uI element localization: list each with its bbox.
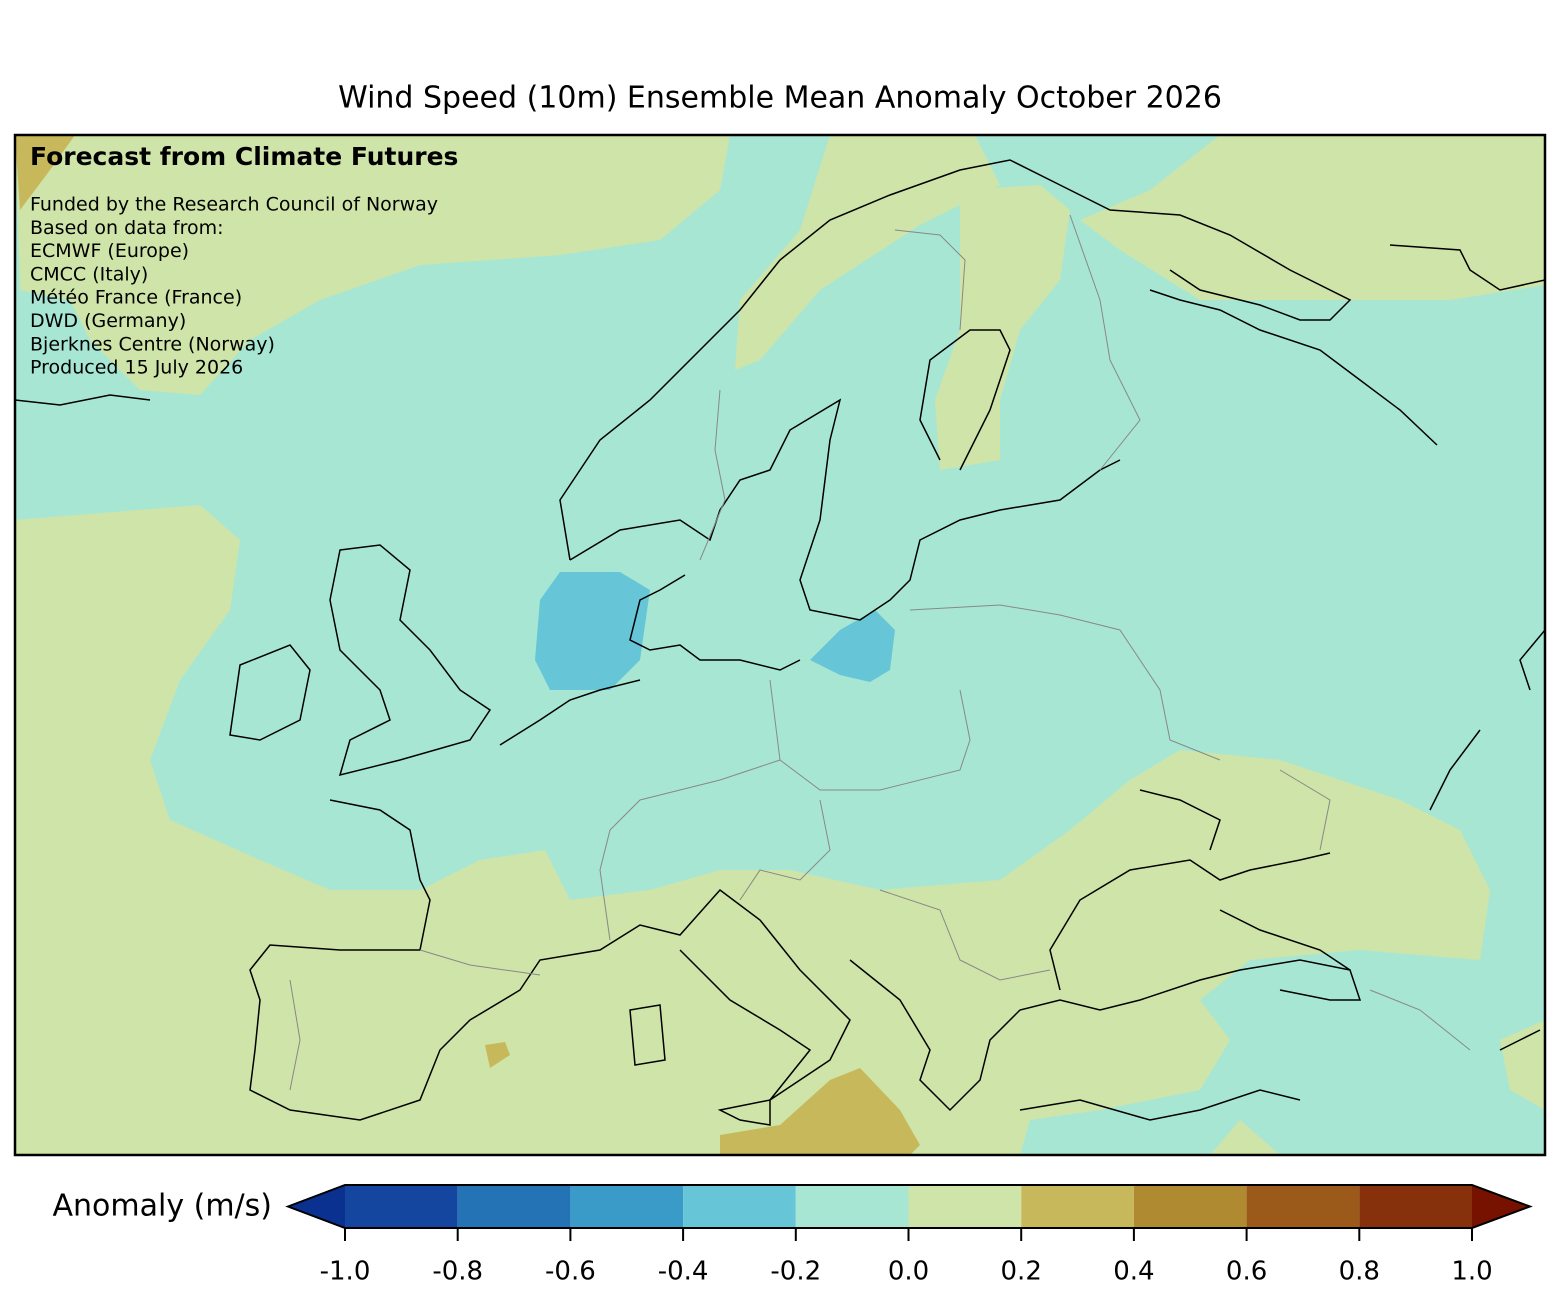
annotation-line: Based on data from: <box>30 217 224 239</box>
colorbar-segment <box>1246 1185 1360 1228</box>
colorbar-label: Anomaly (m/s) <box>53 1189 273 1224</box>
map-area <box>15 135 1545 1155</box>
colorbar-segment <box>345 1185 458 1228</box>
colorbar-tick-label: 0.0 <box>888 1257 929 1287</box>
map-frame <box>13 133 1547 1157</box>
colorbar-tick-label: -0.4 <box>658 1257 709 1287</box>
colorbar-segment <box>908 1185 1022 1228</box>
colorbar-tick-label: -0.2 <box>770 1257 821 1287</box>
colorbar-segment <box>1133 1185 1247 1228</box>
colorbar-tick-label: 0.2 <box>1001 1257 1042 1287</box>
colorbar-tick-label: 0.8 <box>1339 1257 1380 1287</box>
colorbar-tick-label: 1.0 <box>1451 1257 1492 1287</box>
colorbar-segment <box>457 1185 571 1228</box>
annotation-line: Produced 15 July 2026 <box>30 357 243 379</box>
colorbar-tick-label: -0.6 <box>545 1257 596 1287</box>
annotation-line: Bjerknes Centre (Norway) <box>30 333 275 355</box>
borders <box>289 214 1471 1091</box>
annotation-line: DWD (Germany) <box>30 310 186 332</box>
colorbar-segment <box>795 1185 909 1228</box>
colorbar-tick-label: -0.8 <box>432 1257 483 1287</box>
annotation-line: CMCC (Italy) <box>30 263 148 285</box>
map-title: Wind Speed (10m) Ensemble Mean Anomaly O… <box>338 81 1222 116</box>
annotation-line: ECMWF (Europe) <box>30 240 189 262</box>
colorbar-segment <box>683 1185 796 1228</box>
annotation-line: Funded by the Research Council of Norway <box>30 194 438 216</box>
colorbar-segment <box>1021 1185 1134 1228</box>
colorbar-tick-label: 0.6 <box>1226 1257 1267 1287</box>
colorbar-extend-high <box>1472 1185 1530 1228</box>
annotation-lines: Funded by the Research Council of Norway… <box>30 194 438 379</box>
colorbar-extend-low <box>288 1185 345 1228</box>
colorbar-segment <box>570 1185 684 1228</box>
colorbar: -1.0 -0.8 -0.6 -0.4 -0.2 0.0 0.2 0.4 0.6 0.8 1.0 <box>285 1184 1533 1287</box>
colorbar-tick-label: -1.0 <box>320 1257 371 1287</box>
annotation-heading: Forecast from Climate Futures <box>30 142 458 171</box>
colorbar-segment <box>1359 1185 1472 1228</box>
anomaly-0-0.2 <box>15 135 1545 1155</box>
annotation-line: Météo France (France) <box>30 287 242 309</box>
anomaly-0.2-0.4 <box>15 135 920 1155</box>
anomaly-neg-0.4-neg-0.2 <box>535 572 895 690</box>
colorbar-tick-label: 0.4 <box>1113 1257 1154 1287</box>
